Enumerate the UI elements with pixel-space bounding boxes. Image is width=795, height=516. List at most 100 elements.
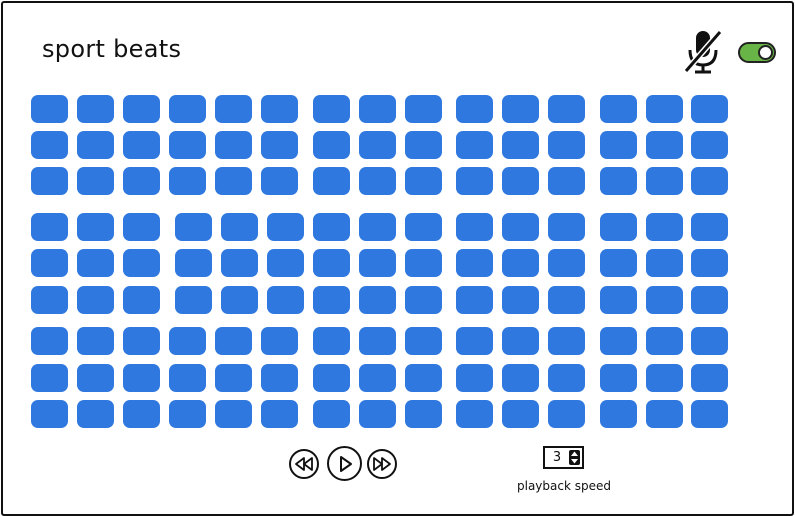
beat-pad[interactable] [77, 249, 114, 277]
beat-pad[interactable] [646, 249, 683, 277]
beat-pad[interactable] [77, 364, 114, 392]
beat-pad[interactable] [691, 95, 728, 123]
beat-pad[interactable] [405, 249, 442, 277]
beat-pad[interactable] [31, 167, 68, 195]
beat-pad[interactable] [221, 213, 258, 241]
beat-pad[interactable] [267, 249, 304, 277]
beat-pad[interactable] [691, 167, 728, 195]
beat-pad[interactable] [548, 364, 585, 392]
beat-pad[interactable] [548, 249, 585, 277]
beat-pad[interactable] [548, 167, 585, 195]
mic-toggle-switch[interactable] [738, 42, 776, 63]
beat-pad[interactable] [405, 131, 442, 159]
beat-pad[interactable] [502, 327, 539, 355]
beat-pad[interactable] [691, 400, 728, 428]
beat-pad[interactable] [215, 95, 252, 123]
beat-pad[interactable] [359, 167, 396, 195]
beat-pad[interactable] [267, 213, 304, 241]
beat-pad[interactable] [313, 400, 350, 428]
beat-pad[interactable] [502, 167, 539, 195]
beat-pad[interactable] [31, 249, 68, 277]
beat-pad[interactable] [31, 400, 68, 428]
beat-pad[interactable] [646, 400, 683, 428]
beat-pad[interactable] [313, 213, 350, 241]
beat-pad[interactable] [215, 327, 252, 355]
beat-pad[interactable] [691, 327, 728, 355]
beat-pad[interactable] [31, 364, 68, 392]
beat-pad[interactable] [31, 131, 68, 159]
beat-pad[interactable] [456, 167, 493, 195]
beat-pad[interactable] [502, 400, 539, 428]
beat-pad[interactable] [646, 327, 683, 355]
beat-pad[interactable] [405, 95, 442, 123]
beat-pad[interactable] [169, 131, 206, 159]
beat-pad[interactable] [456, 327, 493, 355]
beat-pad[interactable] [405, 327, 442, 355]
beat-pad[interactable] [502, 286, 539, 314]
beat-pad[interactable] [548, 286, 585, 314]
beat-pad[interactable] [600, 131, 637, 159]
beat-pad[interactable] [359, 400, 396, 428]
beat-pad[interactable] [31, 95, 68, 123]
beat-pad[interactable] [175, 249, 212, 277]
rewind-button[interactable] [289, 449, 319, 479]
beat-pad[interactable] [691, 286, 728, 314]
beat-pad[interactable] [405, 400, 442, 428]
microphone-muted-icon[interactable] [682, 28, 722, 76]
beat-pad[interactable] [456, 364, 493, 392]
beat-pad[interactable] [123, 95, 160, 123]
stepper-arrows[interactable] [569, 450, 580, 465]
beat-pad[interactable] [169, 327, 206, 355]
beat-pad[interactable] [405, 364, 442, 392]
beat-pad[interactable] [123, 327, 160, 355]
beat-pad[interactable] [600, 249, 637, 277]
beat-pad[interactable] [646, 364, 683, 392]
beat-pad[interactable] [313, 249, 350, 277]
beat-pad[interactable] [123, 286, 160, 314]
beat-pad[interactable] [405, 213, 442, 241]
beat-pad[interactable] [646, 131, 683, 159]
beat-pad[interactable] [215, 167, 252, 195]
beat-pad[interactable] [261, 400, 298, 428]
beat-pad[interactable] [600, 400, 637, 428]
beat-pad[interactable] [123, 364, 160, 392]
beat-pad[interactable] [31, 286, 68, 314]
beat-pad[interactable] [600, 364, 637, 392]
beat-pad[interactable] [456, 286, 493, 314]
beat-pad[interactable] [691, 364, 728, 392]
beat-pad[interactable] [123, 400, 160, 428]
beat-pad[interactable] [502, 249, 539, 277]
beat-pad[interactable] [600, 95, 637, 123]
beat-pad[interactable] [169, 167, 206, 195]
beat-pad[interactable] [215, 364, 252, 392]
beat-pad[interactable] [691, 131, 728, 159]
beat-pad[interactable] [267, 286, 304, 314]
beat-pad[interactable] [169, 95, 206, 123]
beat-pad[interactable] [456, 95, 493, 123]
beat-pad[interactable] [221, 286, 258, 314]
beat-pad[interactable] [600, 327, 637, 355]
playback-speed-stepper[interactable]: 3 [543, 446, 584, 469]
beat-pad[interactable] [359, 249, 396, 277]
beat-pad[interactable] [77, 286, 114, 314]
beat-pad[interactable] [77, 213, 114, 241]
beat-pad[interactable] [313, 167, 350, 195]
beat-pad[interactable] [261, 364, 298, 392]
beat-pad[interactable] [261, 167, 298, 195]
beat-pad[interactable] [77, 131, 114, 159]
beat-pad[interactable] [175, 213, 212, 241]
beat-pad[interactable] [456, 400, 493, 428]
beat-pad[interactable] [169, 364, 206, 392]
beat-pad[interactable] [221, 249, 258, 277]
beat-pad[interactable] [456, 131, 493, 159]
beat-pad[interactable] [359, 327, 396, 355]
beat-pad[interactable] [548, 327, 585, 355]
beat-pad[interactable] [313, 286, 350, 314]
beat-pad[interactable] [313, 327, 350, 355]
beat-pad[interactable] [405, 167, 442, 195]
beat-pad[interactable] [502, 95, 539, 123]
beat-pad[interactable] [691, 213, 728, 241]
beat-pad[interactable] [646, 167, 683, 195]
beat-pad[interactable] [691, 249, 728, 277]
beat-pad[interactable] [600, 167, 637, 195]
